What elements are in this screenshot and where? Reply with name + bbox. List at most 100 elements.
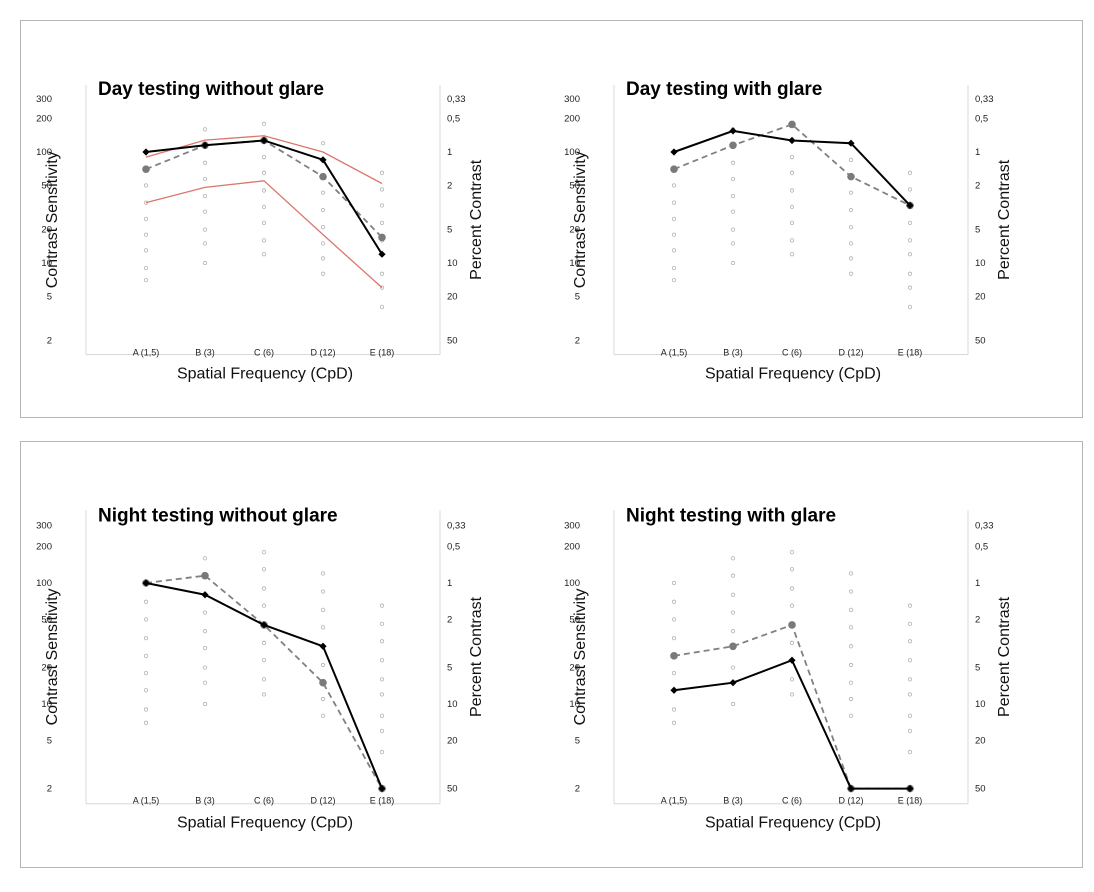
y2-tick-label: 5 [447, 663, 452, 674]
reference-dot [202, 556, 208, 561]
x-tick-label: A (1,5) [661, 348, 688, 358]
y-tick-label: 10 [41, 699, 52, 710]
data-point-black [319, 642, 327, 650]
data-point-gray [788, 120, 796, 129]
y2-tick-label: 0,5 [975, 542, 988, 553]
reference-dot [907, 639, 913, 644]
data-point-gray [378, 233, 386, 242]
reference-dot [848, 256, 854, 261]
y-tick-label: 100 [564, 147, 580, 158]
reference-dot [379, 639, 385, 644]
reference-dot [261, 170, 267, 175]
reference-dot [143, 599, 149, 604]
x-tick-label: E (18) [370, 348, 395, 358]
reference-dot [202, 645, 208, 651]
chart-title: Day testing with glare [626, 79, 822, 100]
reference-dot [261, 567, 267, 572]
x-axis-label: Spatial Frequency (CpD) [177, 365, 353, 382]
x-tick-label: E (18) [898, 348, 923, 358]
y2-tick-label: 2 [975, 614, 980, 625]
y2-tick-label: 1 [975, 147, 980, 158]
reference-dot [202, 160, 208, 165]
reference-dot [320, 241, 326, 246]
x-tick-label: D (12) [838, 796, 863, 806]
reference-dot [320, 271, 326, 276]
data-point-black [788, 656, 796, 664]
y2-tick-label: 0,5 [975, 114, 988, 125]
x-axis-label: Spatial Frequency (CpD) [705, 365, 881, 382]
y-tick-label: 300 [564, 520, 580, 531]
data-point-black [201, 591, 209, 599]
x-axis-label: Spatial Frequency (CpD) [177, 815, 353, 832]
series-line-red-upper [145, 135, 383, 185]
reference-dot [320, 256, 326, 261]
reference-dot [907, 252, 913, 257]
reference-dot [261, 658, 267, 663]
data-point-gray [729, 141, 737, 150]
reference-dot [671, 232, 677, 237]
reference-dot [379, 271, 385, 276]
y-tick-label: 50 [41, 614, 52, 625]
reference-dot [320, 662, 326, 668]
reference-dot [143, 636, 149, 641]
reference-dot [379, 677, 385, 682]
x-tick-label: A (1,5) [133, 348, 160, 358]
reference-dot [320, 625, 326, 630]
reference-dot [848, 644, 854, 649]
reference-dot [907, 603, 913, 608]
reference-dot [907, 728, 913, 733]
x-tick-label: E (18) [898, 796, 923, 806]
y2-tick-label: 2 [447, 614, 452, 625]
reference-dot [730, 629, 736, 634]
reference-dot [789, 238, 795, 243]
y2-tick-label: 50 [447, 784, 458, 795]
y-tick-label: 5 [575, 735, 580, 746]
data-point-black [847, 784, 855, 793]
reference-dot [379, 692, 385, 697]
reference-dot [789, 204, 795, 210]
reference-dot [789, 692, 795, 697]
reference-dot [789, 154, 795, 160]
reference-dot [202, 227, 208, 232]
y2-tick-label: 5 [975, 225, 980, 236]
y-tick-label: 50 [41, 180, 52, 191]
reference-dot [320, 190, 326, 195]
data-point-black [729, 679, 737, 687]
reference-dot [143, 688, 149, 693]
x-tick-label: D (12) [310, 796, 335, 806]
y2-tick-label: 1 [447, 578, 452, 589]
reference-dot [789, 603, 795, 608]
top-figure-frame [20, 20, 1083, 418]
data-point-gray [142, 165, 150, 173]
y2-tick-label: 20 [447, 291, 458, 302]
reference-dot [907, 271, 913, 276]
chart-panel-4: Night testing with glare 300 200 100 50 20 10 5… [564, 505, 1013, 831]
reference-dot [261, 188, 267, 193]
y-tick-label: 2 [47, 784, 52, 795]
x-tick-label: C (6) [782, 796, 802, 806]
reference-dot [848, 571, 854, 576]
x-tick-label: D (12) [838, 348, 863, 358]
reference-dot [671, 671, 677, 676]
data-point-black [378, 784, 386, 793]
reference-dot [848, 157, 854, 162]
y-axis-label: Contrast Sensitivity [572, 588, 589, 725]
y2-axis-label: Percent Contrast [468, 159, 485, 280]
y2-tick-label: 10 [975, 258, 986, 269]
reference-dot [379, 750, 385, 755]
reference-dot [730, 160, 736, 165]
reference-dot [202, 194, 208, 199]
reference-dot [261, 550, 267, 555]
chart-panel-2: Day testing with glare300200100502010520… [564, 79, 1013, 382]
y-tick-label: 200 [564, 114, 580, 125]
reference-dot [320, 225, 326, 230]
reference-dot [907, 713, 913, 718]
reference-dot [789, 252, 795, 257]
reference-dot [379, 305, 385, 310]
data-point-black [670, 148, 678, 156]
reference-dot [907, 750, 913, 755]
reference-dot [907, 692, 913, 697]
y-tick-label: 10 [41, 258, 52, 269]
y-tick-label: 300 [36, 94, 52, 105]
reference-dot [379, 170, 385, 175]
